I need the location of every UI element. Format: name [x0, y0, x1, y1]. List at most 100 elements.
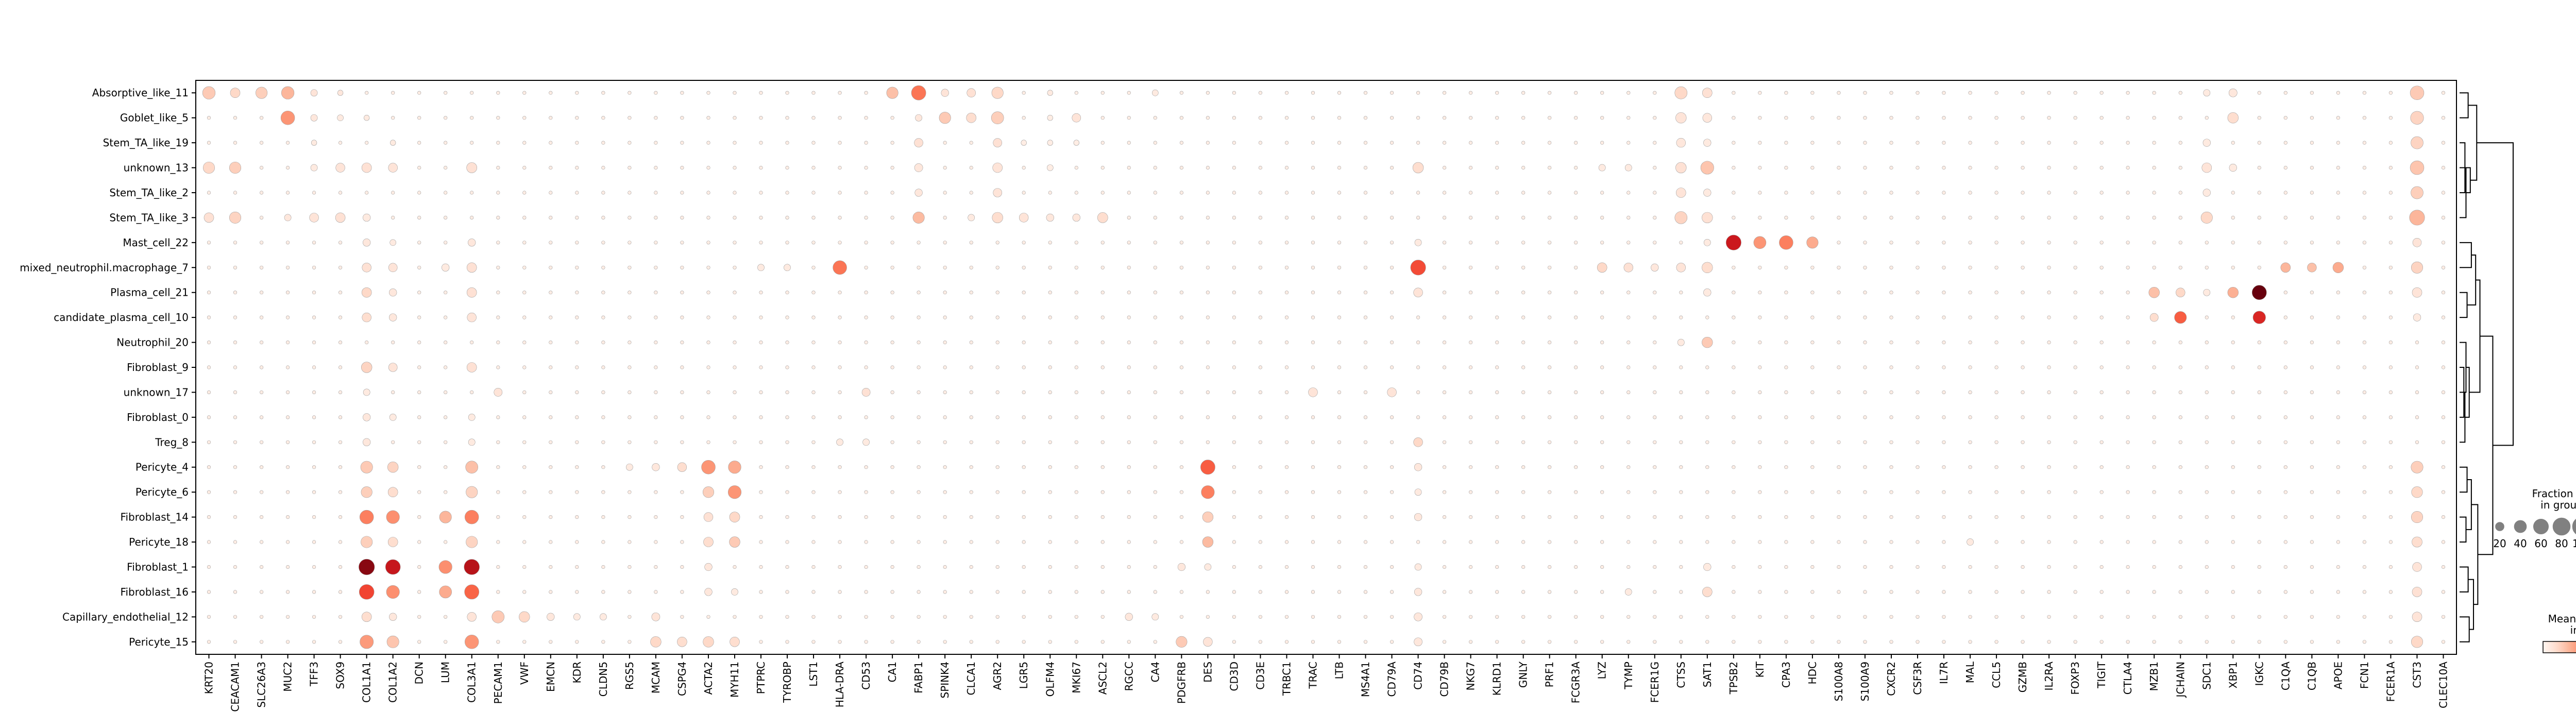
dot-Stem_TA_like_19-MZB1 — [2152, 141, 2156, 145]
dot-candidate_plasma_cell_10-C1QB — [2310, 315, 2314, 319]
size-legend-title: in group (%) — [2540, 499, 2576, 511]
dot-Stem_TA_like_2-TIGIT — [2099, 191, 2104, 195]
dot-Mast_cell_22-SLC26A3 — [260, 241, 264, 245]
dot-Treg_8-SOX9 — [338, 440, 343, 444]
dot-mixed_neutrophil.macrophage_7-FABP1 — [917, 265, 921, 269]
dot-Treg_8-LTB — [1337, 440, 1342, 444]
dot-Fibroblast_0-MAL — [1968, 415, 1972, 419]
dot-Pericyte_15-KIT — [1758, 640, 1762, 644]
dot-Stem_TA_like_19-TPSB2 — [1732, 141, 1736, 145]
dot-Stem_TA_like_2-CD79B — [1443, 191, 1447, 195]
dot-Pericyte_4-XBP1 — [2231, 465, 2235, 469]
dot-Goblet_like_5-LGR5 — [1022, 116, 1026, 120]
dot-Goblet_like_5-ASCL2 — [1100, 116, 1105, 120]
dot-candidate_plasma_cell_10-TRBC1 — [1284, 315, 1289, 319]
dot-unknown_17-S100A9 — [1863, 390, 1867, 394]
dot-Neutrophil_20-LUM — [444, 341, 448, 345]
dot-Plasma_cell_21-CD3D — [1232, 291, 1236, 295]
dot-Pericyte_4-FABP1 — [917, 465, 921, 469]
dot-Mast_cell_22-TYMP — [1626, 241, 1631, 245]
dot-Fibroblast_9-MS4A1 — [1363, 365, 1368, 369]
dot-mixed_neutrophil.macrophage_7-FCER1G — [1651, 263, 1659, 272]
gene-label: FABP1 — [912, 662, 925, 693]
dot-Treg_8-NKG7 — [1469, 440, 1473, 444]
dot-Fibroblast_14-VWF — [522, 515, 527, 519]
dot-Absorptive_like_11-SOX9 — [337, 90, 344, 96]
dot-Fibroblast_9-XBP1 — [2231, 365, 2235, 369]
dot-Pericyte_4-C1QB — [2310, 465, 2314, 469]
dot-unknown_17-LUM — [444, 390, 448, 394]
dot-Fibroblast_0-C1QB — [2310, 415, 2314, 419]
dot-Pericyte_15-CLCA1 — [969, 640, 973, 644]
dot-Plasma_cell_21-S100A8 — [1837, 291, 1841, 295]
dot-Pericyte_18-LTB — [1337, 540, 1342, 544]
dot-Fibroblast_9-KDR — [575, 365, 579, 369]
gene-label: VWF — [518, 662, 531, 685]
dot-Stem_TA_like_2-JCHAIN — [2178, 191, 2182, 195]
dot-Treg_8-COL3A1 — [468, 438, 476, 446]
gene-label: ASCL2 — [1096, 662, 1109, 695]
dot-unknown_17-TRBC1 — [1284, 390, 1289, 394]
dot-Fibroblast_0-CST3 — [2415, 415, 2419, 419]
dot-Capillary_endothelial_12-CD3E — [1258, 615, 1262, 619]
dot-Pericyte_15-DCN — [417, 640, 421, 644]
dot-candidate_plasma_cell_10-ASCL2 — [1100, 315, 1105, 319]
dot-Capillary_endothelial_12-HDC — [1810, 615, 1815, 619]
dot-Mast_cell_22-HDC — [1806, 236, 1819, 249]
dot-Capillary_endothelial_12-JCHAIN — [2178, 615, 2182, 619]
dot-Stem_TA_like_19-CD74 — [1416, 141, 1420, 145]
dot-candidate_plasma_cell_10-MUC2 — [286, 315, 290, 319]
dot-Pericyte_6-C1QB — [2310, 490, 2314, 494]
dot-Fibroblast_1-CLCA1 — [969, 565, 973, 569]
dot-Fibroblast_0-FCER1G — [1653, 415, 1657, 419]
dot-Pericyte_15-FCER1G — [1653, 640, 1657, 644]
dot-Pericyte_4-S100A8 — [1837, 465, 1841, 469]
dot-Fibroblast_14-MZB1 — [2152, 515, 2156, 519]
dot-Neutrophil_20-FCGR3A — [1574, 341, 1578, 345]
dot-candidate_plasma_cell_10-XBP1 — [2231, 315, 2235, 319]
dot-Pericyte_4-AGR2 — [995, 465, 999, 469]
dot-Pericyte_4-PECAM1 — [496, 465, 500, 469]
dot-Capillary_endothelial_12-PRF1 — [1548, 615, 1552, 619]
dot-Pericyte_15-GZMB — [2021, 640, 2025, 644]
dot-Goblet_like_5-MUC2 — [280, 110, 295, 125]
dot-Pericyte_6-MS4A1 — [1363, 490, 1368, 494]
dot-unknown_17-CXCR2 — [1889, 390, 1893, 394]
dot-Neutrophil_20-CLDN5 — [601, 341, 605, 345]
dot-unknown_13-FABP1 — [914, 163, 923, 172]
dot-Treg_8-CD79B — [1443, 440, 1447, 444]
color-legend-title: Mean expression — [2548, 613, 2576, 625]
dot-Goblet_like_5-VWF — [522, 116, 527, 120]
dot-Pericyte_6-TYROBP — [785, 490, 789, 494]
dot-Stem_TA_like_3-AGR2 — [992, 212, 1003, 224]
dot-Absorptive_like_11-CA4 — [1151, 89, 1159, 96]
dot-candidate_plasma_cell_10-CXCR2 — [1889, 315, 1893, 319]
dot-Fibroblast_16-OLFM4 — [1048, 590, 1052, 594]
dot-Treg_8-CD74 — [1413, 437, 1423, 447]
dot-Pericyte_6-HLA-DRA — [838, 490, 842, 494]
dot-Goblet_like_5-MZB1 — [2152, 116, 2156, 120]
dot-Absorptive_like_11-TFF3 — [310, 89, 318, 97]
dot-Capillary_endothelial_12-CD74 — [1414, 612, 1422, 621]
dot-Pericyte_15-FCGR3A — [1574, 640, 1578, 644]
dot-Pericyte_18-TYMP — [1626, 540, 1631, 544]
dot-Fibroblast_0-S100A9 — [1863, 415, 1867, 419]
dot-Treg_8-KRT20 — [207, 440, 211, 444]
dot-Absorptive_like_11-CSF3R — [1916, 91, 1920, 95]
dot-Fibroblast_0-DES — [1206, 415, 1210, 419]
dot-Treg_8-KLRD1 — [1495, 440, 1499, 444]
dot-Absorptive_like_11-ACTA2 — [706, 91, 710, 95]
dot-Fibroblast_0-CD53 — [864, 415, 868, 419]
dot-Pericyte_18-ACTA2 — [703, 537, 714, 547]
dot-Plasma_cell_21-TYMP — [1626, 291, 1631, 295]
dot-Fibroblast_9-CTLA4 — [2126, 365, 2130, 369]
dot-Fibroblast_14-SPINK4 — [943, 515, 947, 519]
dendrogram-link — [2477, 142, 2514, 446]
dot-Fibroblast_16-MUC2 — [286, 590, 290, 594]
dot-mixed_neutrophil.macrophage_7-ACTA2 — [706, 265, 710, 269]
dot-Absorptive_like_11-EMCN — [549, 91, 553, 95]
dot-Treg_8-COL1A1 — [363, 438, 371, 446]
dot-Neutrophil_20-ASCL2 — [1100, 341, 1105, 345]
dot-Pericyte_6-CD79B — [1443, 490, 1447, 494]
dot-Pericyte_4-MAL — [1968, 465, 1972, 469]
